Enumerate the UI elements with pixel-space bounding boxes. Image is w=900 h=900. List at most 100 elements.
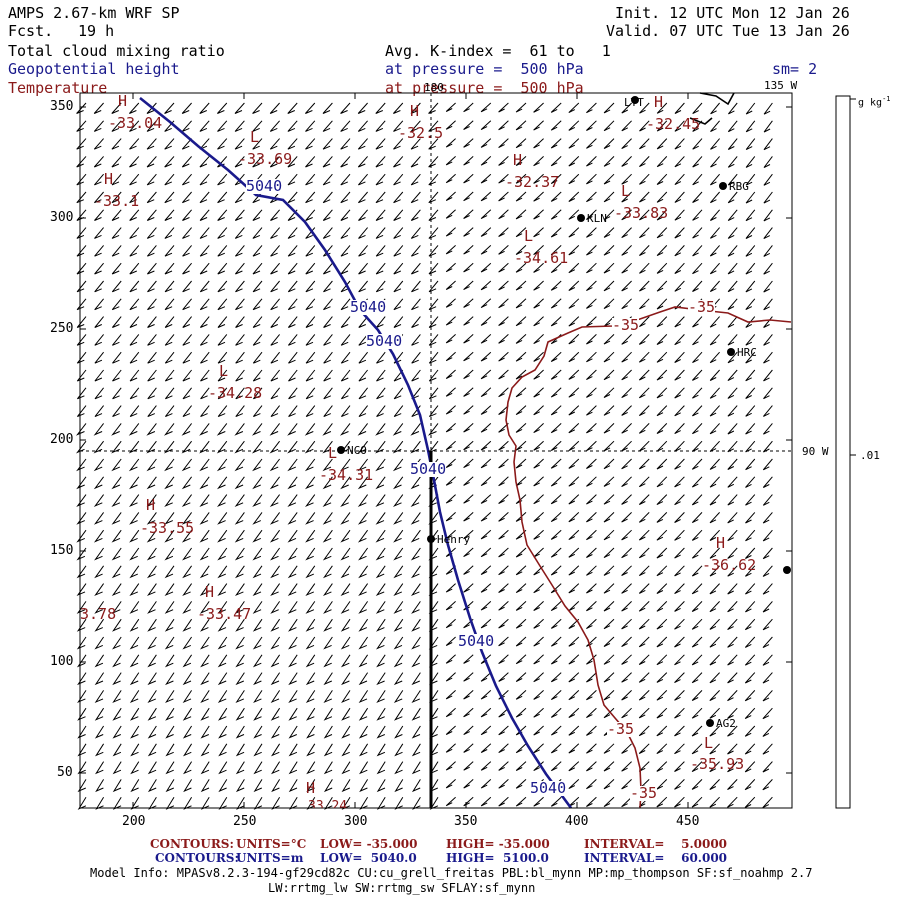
wind-barb [252, 120, 263, 132]
wind-barb [164, 245, 175, 257]
wind-barb [586, 743, 597, 754]
wind-barb [181, 494, 193, 507]
wind-barb [727, 494, 738, 506]
wind-barb [603, 173, 615, 185]
wind-barb [429, 796, 439, 810]
wind-barb [745, 245, 756, 257]
wind-barb [762, 583, 773, 595]
wind-barb [235, 351, 245, 364]
wind-barb [691, 690, 703, 701]
wind-barb [182, 334, 192, 346]
wind-barb [199, 565, 210, 579]
wind-barb [745, 316, 756, 328]
wind-barb [270, 245, 280, 257]
wind-barb [164, 173, 175, 186]
wind-barb [498, 298, 509, 309]
wind-barb [498, 440, 509, 451]
wind-barb [638, 565, 650, 577]
wind-barb [164, 636, 175, 650]
wind-barb [515, 565, 527, 576]
wind-barb [445, 707, 456, 718]
wind-barb [515, 173, 527, 184]
extremum-letter: H [306, 779, 316, 797]
wind-barb [709, 565, 720, 577]
wind-barb [656, 298, 668, 310]
forecast-label: Fcst. [8, 22, 54, 40]
wind-barb [709, 529, 720, 541]
wind-barb [480, 262, 492, 273]
wind-barb [586, 102, 597, 114]
wind-barb [146, 565, 157, 579]
wind-barb [304, 476, 316, 490]
wind-barb [411, 280, 421, 293]
wind-barb [674, 423, 685, 435]
wind-barb [217, 512, 228, 525]
wind-barb [639, 120, 650, 132]
wind-barb [305, 209, 316, 221]
wind-barb [586, 120, 597, 131]
x-tick-label: 450 [676, 814, 700, 829]
wind-barb [146, 476, 157, 490]
wind-barb [745, 156, 756, 168]
wind-barb [515, 423, 527, 433]
wind-barb [76, 618, 87, 632]
wind-barb [463, 779, 474, 789]
wind-barb [480, 387, 492, 398]
wind-barb [129, 120, 140, 132]
wind-barb [394, 796, 404, 810]
wind-barb [252, 334, 263, 346]
wind-barb [393, 351, 404, 364]
wind-barb [586, 601, 597, 612]
wind-barb [376, 796, 386, 810]
wind-barb [463, 387, 474, 397]
field-geopotential-height: Geopotential height [8, 60, 180, 78]
wind-barb [375, 156, 386, 168]
wind-barb [763, 316, 773, 328]
wind-barb [288, 316, 298, 328]
wind-barb [164, 191, 175, 204]
wind-barb [691, 618, 703, 630]
wind-barb [288, 743, 298, 757]
wind-barb [200, 334, 210, 346]
wind-barb [498, 547, 509, 558]
wind-barb [252, 138, 263, 150]
wind-barb [586, 761, 597, 772]
wind-barb [94, 173, 104, 186]
wind-barb [234, 547, 245, 561]
wind-barb [305, 369, 316, 382]
station-edge-marker [783, 566, 791, 574]
wind-barb [568, 690, 580, 701]
wind-barb [727, 334, 738, 346]
extremum-letter: H [205, 583, 215, 601]
wind-barb [393, 387, 404, 400]
wind-barb [691, 583, 703, 595]
wind-barb [217, 654, 228, 668]
wind-barb [323, 369, 333, 382]
wind-barb [270, 583, 281, 597]
wind-barb [217, 690, 228, 704]
wind-barb [270, 298, 280, 311]
wind-barb [323, 779, 333, 793]
wind-barb [129, 156, 140, 168]
wind-barb [393, 547, 404, 561]
wind-barb [745, 476, 756, 488]
wind-barb [217, 405, 228, 418]
wind-barb [674, 387, 685, 399]
wind-barb [146, 423, 157, 436]
wind-barb [533, 138, 544, 149]
wind-barb [586, 280, 597, 292]
wind-barb [77, 690, 87, 704]
wind-barb [411, 618, 421, 632]
wind-barb [674, 245, 685, 257]
temp-contour-interval: INTERVAL= 5.0000 [584, 837, 728, 851]
wind-barb [111, 494, 122, 507]
wind-barb [357, 476, 369, 490]
wind-barb [656, 351, 668, 363]
wind-barb [656, 529, 668, 541]
wind-barb [164, 138, 175, 150]
wind-barb [129, 654, 140, 668]
wind-barb [691, 458, 703, 470]
wind-barb [621, 423, 632, 434]
wind-barb [235, 369, 245, 382]
wind-barb [498, 458, 509, 469]
